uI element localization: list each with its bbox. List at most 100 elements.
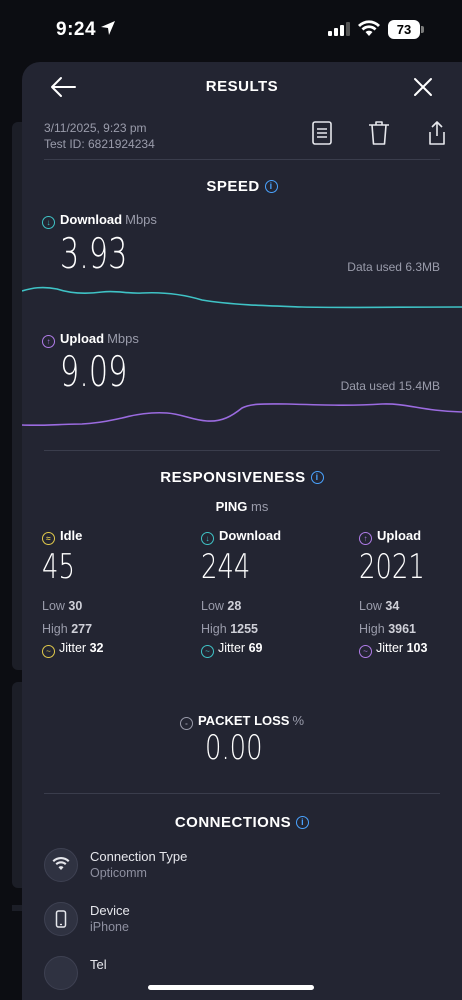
ping-idle-low: Low 30: [42, 595, 152, 618]
battery-indicator: 73: [388, 20, 420, 39]
jitter-label: Jitter: [218, 641, 246, 655]
upload-speed-graph: [22, 403, 462, 427]
upload-unit: Mbps: [107, 331, 139, 346]
location-arrow-icon: [101, 21, 115, 35]
high-value: 277: [71, 622, 93, 636]
battery-cap: [421, 26, 424, 33]
high-value: 3961: [388, 622, 417, 636]
ping-upload-jitter: ~ Jitter 103: [359, 641, 462, 658]
jitter-value: 103: [406, 641, 428, 655]
low-label: Low: [359, 599, 382, 613]
ping-download-jitter: ~ Jitter 69: [201, 641, 311, 658]
idle-label-text: Idle: [60, 528, 83, 543]
upload-arrow-icon: ↑: [359, 532, 372, 545]
high-label: High: [42, 622, 68, 636]
ping-upload-column: ↑ Upload 2021 Low 34 High 3961 ~ Jitter 10…: [359, 528, 462, 658]
download-speed-value: 3.93: [60, 229, 128, 278]
speed-title-text: SPEED: [206, 178, 260, 195]
device-item: Device iPhone: [44, 902, 444, 942]
ping-upload-value: 2021: [359, 547, 425, 587]
ping-download-label: ↓ Download: [201, 528, 311, 545]
idle-icon: ≈: [42, 532, 55, 545]
speed-section-title: SPEED i: [22, 178, 462, 195]
low-value: 34: [385, 599, 400, 613]
jitter-icon: ~: [201, 645, 214, 658]
ping-download-high: High 1255: [201, 618, 311, 641]
low-value: 28: [227, 599, 242, 613]
high-label: High: [201, 622, 227, 636]
ping-download-low: Low 28: [201, 595, 311, 618]
upload-label: ↑ Upload Mbps: [42, 331, 139, 348]
download-label-text: Download: [219, 528, 282, 543]
wifi-icon: [44, 848, 78, 882]
status-time: 9:24: [56, 19, 97, 40]
packet-loss-value: 0.00: [205, 728, 263, 768]
jitter-label: Jitter: [59, 641, 87, 655]
upload-arrow-icon: ↑: [42, 335, 55, 348]
ping-idle-value: 45: [42, 547, 75, 587]
speed-info-icon[interactable]: i: [264, 180, 278, 193]
connection-type-label: Connection Type: [90, 849, 188, 864]
ping-idle-jitter: ~ Jitter 32: [42, 641, 152, 658]
connection-type-item: Connection Type Opticomm: [44, 848, 444, 888]
ping-idle-column: ≈ Idle 45 Low 30 High 277 ~ Jitter 32: [42, 528, 152, 658]
network-item: Tel: [44, 956, 444, 996]
background-card: [12, 905, 26, 911]
connection-type-value: Opticomm: [90, 866, 147, 880]
download-speed-graph: [22, 286, 462, 309]
ping-label-text: PING: [215, 499, 248, 514]
upload-data-used: Data used 15.4MB: [340, 379, 440, 393]
download-label: ↓ Download Mbps: [42, 212, 157, 229]
test-date: 3/11/2025, 9:23 pm: [44, 121, 147, 135]
device-label: Device: [90, 903, 130, 918]
divider: [44, 450, 440, 451]
download-unit: Mbps: [125, 212, 157, 227]
packet-loss-unit: %: [292, 713, 305, 728]
jitter-value: 69: [248, 641, 263, 655]
cellular-signal-icon: [328, 22, 350, 36]
packet-loss-label-text: PACKET LOSS: [197, 713, 290, 728]
jitter-value: 32: [89, 641, 104, 655]
ping-idle-label: ≈ Idle: [42, 528, 152, 545]
close-icon[interactable]: [412, 76, 434, 98]
status-bar: 9:24 73: [0, 0, 462, 60]
ping-unit: ms: [251, 499, 269, 514]
connections-info-icon[interactable]: i: [296, 816, 310, 829]
ping-label: PING ms: [22, 499, 462, 514]
ping-upload-label: ↑ Upload: [359, 528, 462, 545]
divider: [44, 159, 440, 160]
upload-label-text: Upload: [377, 528, 422, 543]
connections-section-title: CONNECTIONS i: [22, 814, 462, 831]
device-value: iPhone: [90, 920, 129, 934]
download-data-used: Data used 6.3MB: [347, 260, 440, 274]
document-icon[interactable]: [310, 120, 334, 146]
jitter-label: Jitter: [376, 641, 404, 655]
high-value: 1255: [230, 622, 259, 636]
responsiveness-title-text: RESPONSIVENESS: [160, 469, 306, 486]
low-label: Low: [201, 599, 224, 613]
responsiveness-info-icon[interactable]: i: [310, 471, 324, 484]
share-icon[interactable]: [425, 120, 449, 146]
page-title: RESULTS: [205, 78, 279, 95]
packet-loss-icon: -: [179, 717, 193, 730]
low-label: Low: [42, 599, 65, 613]
high-label: High: [359, 622, 385, 636]
connections-title-text: CONNECTIONS: [174, 814, 292, 831]
back-arrow-icon[interactable]: [50, 76, 76, 98]
phone-icon: [44, 902, 78, 936]
responsiveness-section-title: RESPONSIVENESS i: [22, 469, 462, 486]
ping-download-column: ↓ Download 244 Low 28 High 1255 ~ Jitter 6…: [201, 528, 311, 658]
ping-upload-high: High 3961: [359, 618, 462, 641]
packet-loss-label: - PACKET LOSS%: [22, 713, 462, 730]
test-id: Test ID: 6821924234: [44, 137, 155, 151]
results-sheet: RESULTS 3/11/2025, 9:23 pm Test ID: 6821…: [22, 62, 462, 1000]
home-indicator[interactable]: [148, 985, 314, 990]
download-arrow-icon: ↓: [201, 532, 214, 545]
download-label-text: Download: [60, 212, 123, 227]
trash-icon[interactable]: [367, 120, 391, 146]
ping-download-value: 244: [201, 547, 251, 587]
network-label: Tel: [90, 957, 107, 972]
low-value: 30: [68, 599, 83, 613]
wifi-status-icon: [358, 20, 380, 36]
jitter-icon: ~: [42, 645, 55, 658]
